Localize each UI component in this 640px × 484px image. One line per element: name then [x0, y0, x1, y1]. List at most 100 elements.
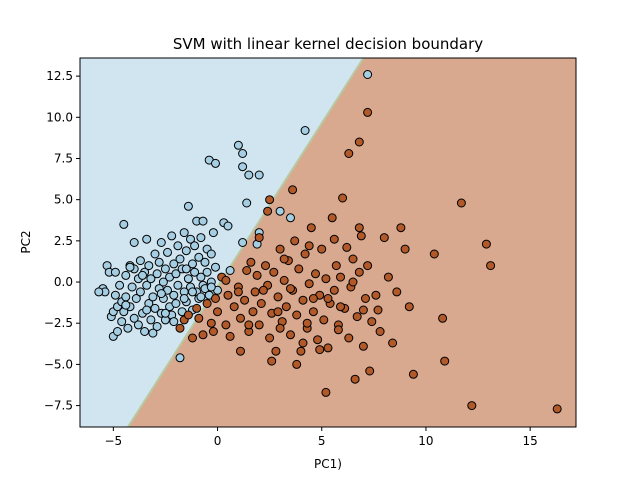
- class-0-point: [138, 270, 147, 280]
- class-1-point: [371, 290, 381, 300]
- class-1-point: [329, 285, 339, 295]
- class-1-point: [236, 313, 245, 323]
- class-0-point: [148, 292, 158, 302]
- y-axis-label: PC2: [19, 230, 33, 253]
- class-0-point: [158, 277, 168, 287]
- class-0-point: [156, 289, 166, 299]
- class-0-point: [186, 234, 195, 244]
- class-0-point: [181, 246, 191, 256]
- class-0-point: [146, 315, 156, 325]
- class-0-point: [150, 303, 160, 313]
- class-0-point: [198, 216, 208, 226]
- class-1-point: [336, 302, 345, 312]
- class-0-point: [163, 247, 172, 257]
- class-1-point: [383, 272, 393, 282]
- y-tick-label: 12.5: [46, 69, 73, 83]
- class-0-point: [175, 254, 185, 264]
- class-1-point: [192, 303, 202, 313]
- class-1-point: [321, 387, 331, 397]
- class-0-point: [225, 266, 235, 275]
- class-0-point: [169, 317, 179, 327]
- class-0-point: [194, 252, 204, 262]
- class-1-point: [365, 366, 375, 376]
- class-0-point: [183, 274, 193, 284]
- class-1-point: [315, 345, 325, 355]
- class-1-point: [350, 374, 360, 384]
- class-1-point: [348, 254, 358, 264]
- class-0-point: [183, 201, 193, 211]
- class-0-point: [202, 267, 212, 277]
- class-0-point: [181, 264, 191, 274]
- class-1-point: [273, 292, 283, 302]
- class-1-point: [236, 346, 245, 356]
- y-tick-label: 7.5: [54, 151, 73, 165]
- plot-frame: [79, 57, 577, 428]
- class-1-point: [317, 244, 327, 254]
- class-1-point: [323, 294, 333, 303]
- y-tick-label: −5.0: [44, 357, 73, 371]
- class-1-point: [229, 302, 239, 312]
- class-1-point: [338, 193, 348, 203]
- class-1-point: [279, 275, 289, 285]
- class-0-point: [175, 353, 185, 363]
- class-1-point: [271, 346, 281, 356]
- class-1-point: [404, 302, 414, 312]
- class-0-point: [113, 327, 122, 336]
- class-1-point: [348, 277, 358, 287]
- class-1-point: [252, 270, 262, 280]
- class-0-point: [206, 282, 216, 292]
- class-1-point: [206, 318, 216, 328]
- class-0-point: [208, 228, 218, 238]
- class-1-point: [438, 313, 448, 323]
- class-0-point: [188, 287, 197, 297]
- class-1-point: [275, 323, 285, 333]
- class-1-point: [221, 275, 231, 285]
- class-1-point: [440, 356, 450, 366]
- class-1-point: [281, 302, 291, 312]
- class-0-point: [160, 308, 170, 318]
- class-0-point: [110, 267, 120, 277]
- class-1-point: [213, 307, 222, 317]
- class-0-point: [144, 261, 154, 271]
- y-tick-label: 5.0: [54, 193, 73, 207]
- class-0-point: [135, 256, 145, 266]
- class-1-point: [323, 343, 333, 353]
- class-0-point: [300, 126, 310, 135]
- class-0-point: [244, 170, 254, 180]
- class-0-point: [179, 294, 189, 303]
- class-0-point: [173, 280, 183, 290]
- class-1-point: [354, 267, 364, 277]
- class-1-point: [246, 257, 256, 267]
- class-1-point: [198, 330, 208, 340]
- class-1-point: [311, 269, 320, 279]
- y-tick-label: 2.5: [54, 234, 73, 248]
- class-1-point: [352, 312, 362, 322]
- class-0-point: [233, 140, 243, 150]
- class-1-point: [329, 234, 339, 244]
- class-1-point: [298, 338, 308, 348]
- y-tick-label: −2.5: [44, 316, 73, 330]
- class-1-point: [456, 198, 466, 208]
- class-1-point: [552, 404, 562, 414]
- class-1-point: [288, 185, 298, 195]
- class-0-point: [133, 320, 143, 330]
- class-1-point: [361, 294, 370, 303]
- chart-title: SVM with linear kernel decision boundary: [173, 35, 483, 53]
- class-1-point: [344, 149, 354, 158]
- class-0-point: [125, 262, 135, 272]
- class-0-point: [171, 269, 181, 279]
- class-0-point: [238, 162, 248, 172]
- class-1-point: [225, 331, 235, 341]
- class-1-point: [354, 137, 364, 147]
- class-0-point: [140, 327, 150, 336]
- class-0-point: [131, 294, 141, 303]
- class-1-point: [188, 333, 197, 343]
- class-0-point: [196, 292, 206, 302]
- class-0-point: [150, 249, 160, 259]
- class-0-point: [129, 313, 139, 323]
- class-1-point: [331, 261, 341, 271]
- class-0-point: [142, 305, 152, 315]
- class-0-point: [119, 219, 129, 229]
- class-0-point: [169, 259, 179, 269]
- x-axis-label: PC1): [314, 457, 342, 471]
